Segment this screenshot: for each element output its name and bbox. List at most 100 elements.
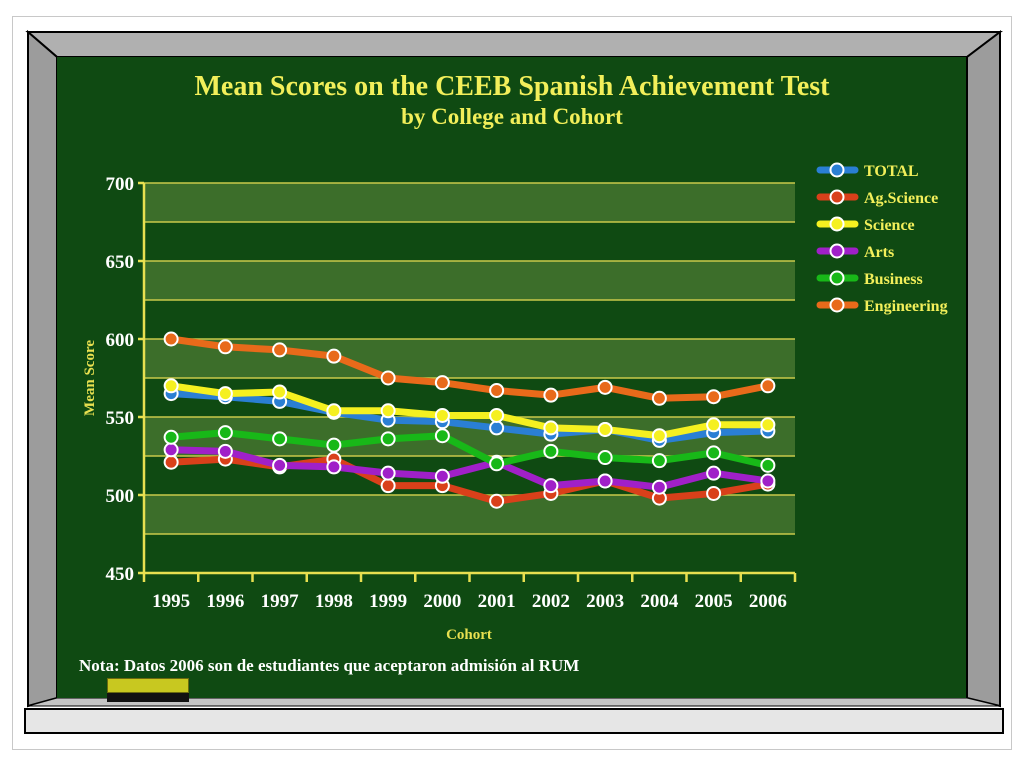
series-business <box>163 425 776 473</box>
y-tick-labels: 450 500 550 600 650 700 <box>106 174 135 585</box>
data-point <box>489 493 505 509</box>
chart-subtitle: by College and Cohort <box>401 104 623 129</box>
data-point <box>760 457 776 473</box>
data-point <box>543 387 559 403</box>
legend: TOTAL Ag.Science Science Arts Business Engine… <box>816 162 948 315</box>
y-tick-label: 600 <box>106 330 135 351</box>
chalk-ledge <box>24 708 1004 734</box>
y-tick-label: 550 <box>106 408 135 429</box>
x-tick-label: 1995 <box>152 591 190 612</box>
legend-label: TOTAL <box>864 163 919 180</box>
data-point <box>543 420 559 436</box>
x-tick-label: 2006 <box>749 591 787 612</box>
legend-marker <box>829 216 845 232</box>
legend-label: Science <box>864 217 915 234</box>
data-point <box>380 431 396 447</box>
data-point <box>326 403 342 419</box>
data-point <box>651 428 667 444</box>
data-point <box>597 421 613 437</box>
data-point <box>760 473 776 489</box>
data-point <box>163 454 179 470</box>
y-axis-label: Mean Score <box>82 340 98 416</box>
x-tick-label: 2004 <box>640 591 679 612</box>
legend-item: Arts <box>816 243 894 261</box>
data-point <box>163 378 179 394</box>
x-tick-label: 1999 <box>369 591 407 612</box>
data-point <box>217 443 233 459</box>
legend-marker <box>829 243 845 259</box>
plot-band <box>144 495 795 534</box>
data-point <box>489 382 505 398</box>
slide-border <box>12 16 1012 750</box>
x-tick-labels: 1995 1996 1997 1998 1999 2000 2001 2002 2003 2004… <box>152 591 787 612</box>
data-point <box>217 339 233 355</box>
legend-item: Business <box>816 270 923 288</box>
chart-title: Mean Scores on the CEEB Spanish Achievem… <box>195 71 831 102</box>
x-tick-label: 2002 <box>532 591 570 612</box>
legend-item: TOTAL <box>816 162 919 180</box>
series-line <box>167 335 772 402</box>
y-tick-label: 650 <box>106 252 135 273</box>
x-tick-label: 2001 <box>478 591 516 612</box>
data-point <box>706 465 722 481</box>
data-point <box>489 407 505 423</box>
series-line <box>167 446 772 491</box>
data-point <box>163 442 179 458</box>
legend-item: Ag.Science <box>816 189 938 207</box>
x-tick-label: 1997 <box>261 591 300 612</box>
legend-label: Engineering <box>864 298 948 315</box>
data-point <box>760 417 776 433</box>
x-tick-label: 2003 <box>586 591 624 612</box>
data-point <box>217 425 233 441</box>
data-point <box>434 468 450 484</box>
series-arts <box>163 442 776 495</box>
plot-bands <box>144 183 795 534</box>
y-tick-label: 700 <box>106 174 135 195</box>
data-point <box>326 437 342 453</box>
data-point <box>489 420 505 436</box>
series-line <box>167 429 772 469</box>
data-point <box>597 450 613 466</box>
series-line <box>167 390 772 444</box>
data-point <box>651 390 667 406</box>
data-point <box>380 465 396 481</box>
x-tick-label: 2000 <box>423 591 461 612</box>
data-point <box>651 479 667 495</box>
series-science <box>163 378 776 444</box>
data-point <box>434 375 450 391</box>
data-point <box>706 417 722 433</box>
data-point <box>163 429 179 445</box>
data-point <box>651 453 667 469</box>
data-point <box>326 459 342 475</box>
legend-marker <box>829 162 845 178</box>
legend-marker <box>829 297 845 313</box>
data-point <box>272 431 288 447</box>
data-point <box>434 407 450 423</box>
data-point <box>706 445 722 461</box>
series-line <box>167 382 772 440</box>
data-point <box>489 456 505 472</box>
data-point <box>706 485 722 501</box>
series-engineering <box>163 331 776 406</box>
chalkboard-eraser <box>107 678 189 702</box>
footnote: Nota: Datos 2006 son de estudiantes que … <box>79 656 580 675</box>
legend-item: Science <box>816 216 915 234</box>
data-point <box>706 389 722 405</box>
legend-marker <box>829 189 845 205</box>
data-point <box>272 342 288 358</box>
data-point <box>217 386 233 402</box>
y-tick-label: 450 <box>106 564 135 585</box>
data-point <box>760 378 776 394</box>
data-point <box>380 403 396 419</box>
series-layer <box>163 331 776 509</box>
data-point <box>380 370 396 386</box>
x-tick-label: 1996 <box>206 591 244 612</box>
legend-label: Arts <box>864 244 894 261</box>
plot-band <box>144 183 795 222</box>
y-tick-label: 500 <box>106 486 135 507</box>
data-point <box>597 379 613 395</box>
legend-item: Engineering <box>816 297 948 315</box>
data-point <box>272 457 288 473</box>
